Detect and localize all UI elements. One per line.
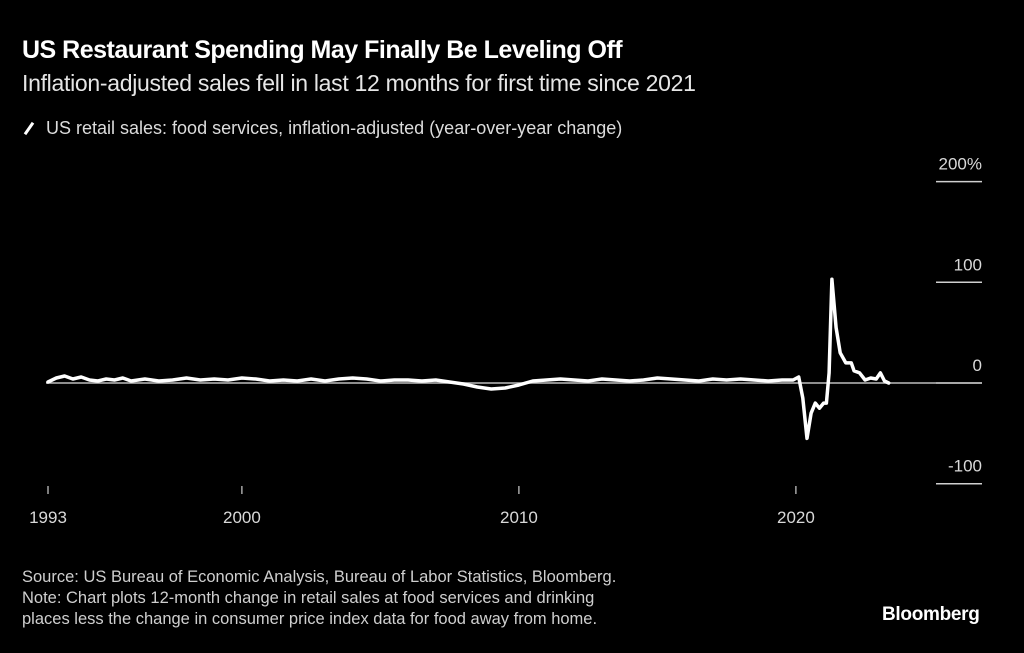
chart-subtitle: Inflation-adjusted sales fell in last 12… [22, 70, 696, 96]
x-tick-label: 1993 [29, 508, 67, 527]
y-tick-label: 100 [954, 255, 982, 274]
note-text-line1: Note: Chart plots 12-month change in ret… [22, 589, 595, 607]
footer-notes: Source: US Bureau of Economic Analysis, … [22, 567, 616, 630]
x-tick-label: 2010 [500, 508, 538, 527]
x-tick-label: 2020 [777, 508, 815, 527]
y-axis: 200% 100 0 -100 [936, 155, 982, 485]
legend: US retail sales: food services, inflatio… [22, 118, 622, 139]
x-tick-label: 2000 [223, 508, 261, 527]
y-tick-label: 0 [973, 356, 982, 375]
source-text: Source: US Bureau of Economic Analysis, … [22, 568, 617, 586]
note-text-line2: places less the change in consumer price… [22, 610, 598, 628]
x-axis: 1993 2000 2010 2020 [29, 486, 815, 527]
y-tick-label: 200% [939, 155, 982, 174]
chart-title: US Restaurant Spending May Finally Be Le… [22, 36, 623, 64]
series-line [46, 277, 891, 441]
legend-label: US retail sales: food services, inflatio… [46, 118, 623, 138]
bloomberg-logo: Bloomberg [882, 604, 980, 625]
y-tick-label: -100 [948, 457, 982, 476]
